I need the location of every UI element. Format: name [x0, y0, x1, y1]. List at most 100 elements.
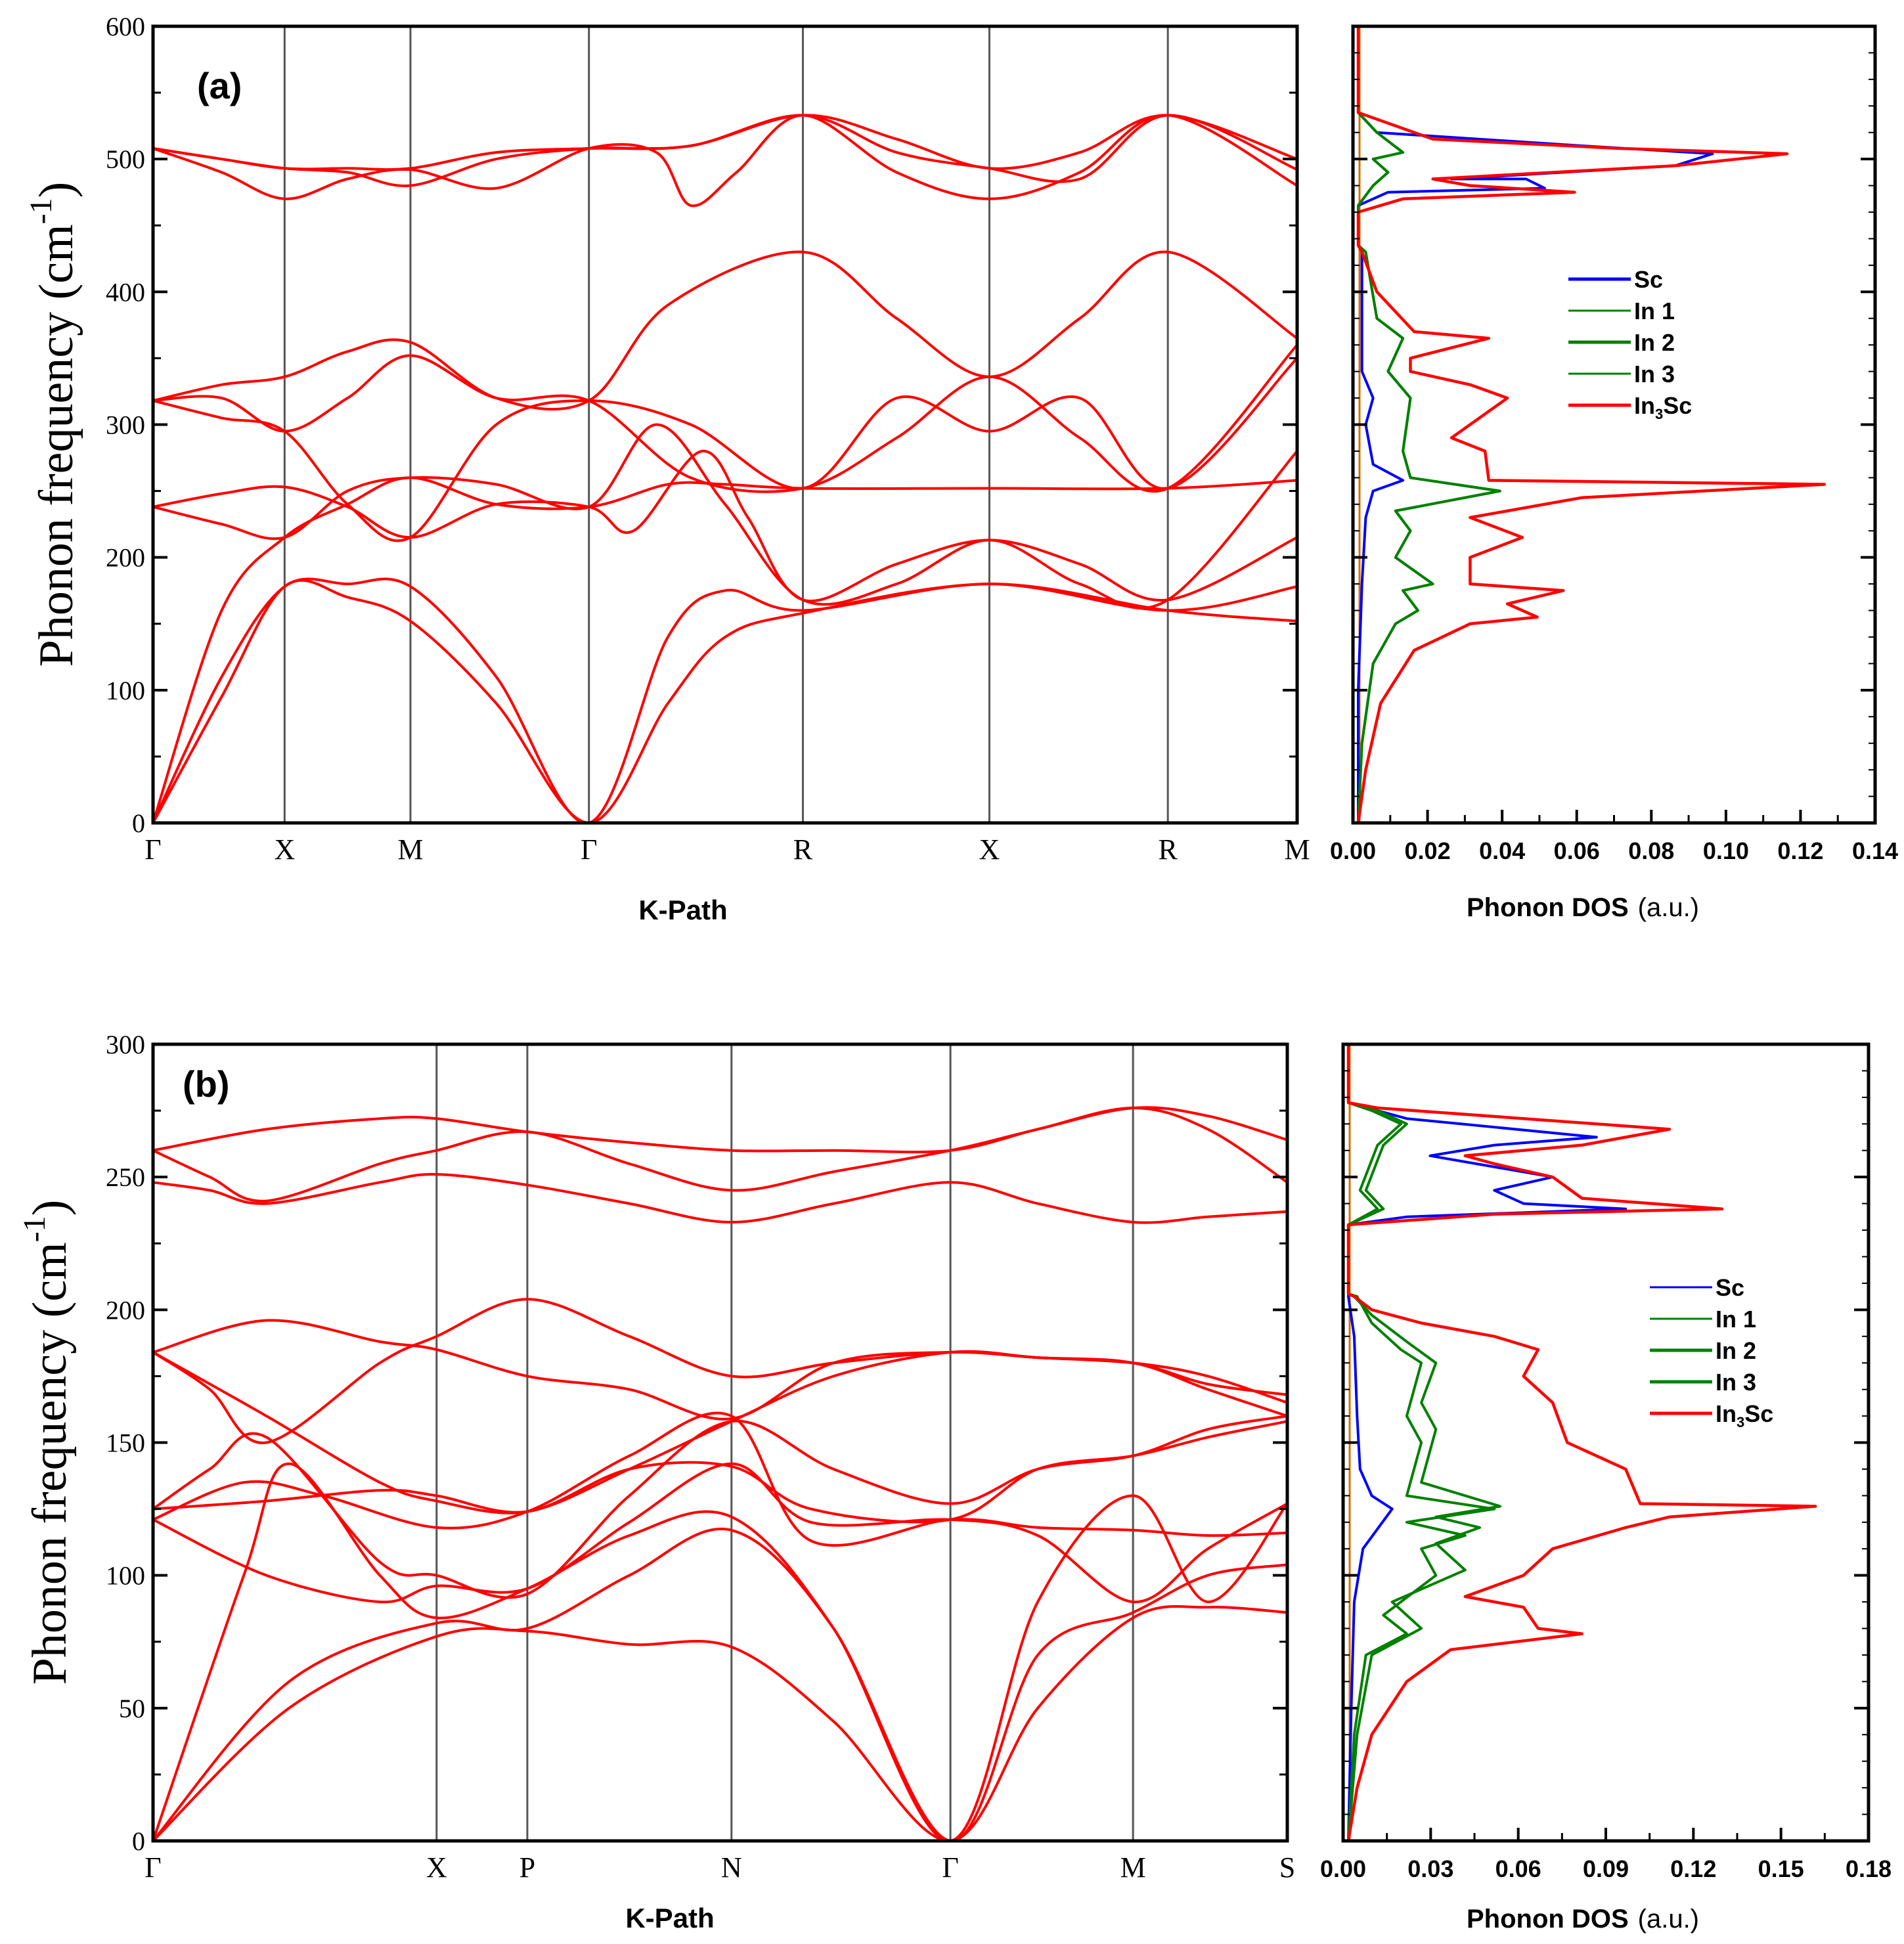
y-tick-label: 100: [106, 676, 145, 705]
k-label: X: [979, 833, 1000, 866]
legend-label: Sc: [1716, 1274, 1744, 1301]
x-tick-label: 0.00: [1320, 1855, 1366, 1882]
legend-label-tail: Sc: [1744, 1400, 1773, 1427]
panel-a-label: (a): [197, 65, 242, 106]
band-curve: [152, 1319, 1288, 1421]
band-curve: [152, 1415, 1288, 1599]
legend-label-text: In 2: [1716, 1337, 1756, 1364]
y-tick-label: 400: [106, 277, 145, 307]
k-label: P: [520, 1851, 535, 1884]
dos-curve-in-2: [1357, 112, 1501, 824]
y-tick-label: 0: [132, 1826, 145, 1856]
band-curve: [152, 250, 1298, 411]
x-tick-label: 0.18: [1846, 1855, 1892, 1882]
panel-b-band-structure: 0 50 100 150 200 250 300 Γ X P N Γ M S (b) K-Path Ph…: [17, 1030, 1295, 1933]
panel-b-kpoint-lines: [435, 1044, 1134, 1841]
k-label: X: [274, 833, 295, 866]
panel-a-y-axis-sup: -1: [24, 198, 58, 224]
x-tick-label: 0.02: [1405, 837, 1451, 864]
legend-label: In 3: [1716, 1369, 1756, 1396]
k-label: Γ: [581, 833, 597, 866]
k-label: X: [426, 1851, 447, 1884]
band-curve: [152, 577, 1298, 825]
panel-b-dos-x-axis-label: Phonon DOS (a.u.): [1467, 1905, 1699, 1933]
x-tick-label: 0.06: [1554, 837, 1600, 864]
k-label: R: [1158, 833, 1178, 866]
dos-curve-in3sc: [1356, 26, 1827, 824]
y-tick-label: 300: [106, 410, 145, 440]
legend-label: In 2: [1716, 1337, 1756, 1364]
k-label: M: [1284, 833, 1310, 866]
legend-label: In 2: [1634, 329, 1675, 356]
band-curve: [152, 114, 1298, 208]
y-tick-label: 200: [106, 1295, 145, 1325]
k-label: Γ: [144, 1851, 161, 1884]
legend-label: In 1: [1716, 1306, 1756, 1333]
band-curve: [152, 1462, 1289, 1843]
legend-label-text: In: [1634, 392, 1655, 419]
y-tick-label: 150: [106, 1428, 145, 1458]
x-tick-label: 0.12: [1670, 1855, 1716, 1882]
legend-label-text: Sc: [1716, 1274, 1744, 1301]
dos-curve-in-2: [1347, 1101, 1502, 1842]
panel-a-dos-ticks: 0.00 0.02 0.04 0.06 0.08 0.10 0.12 0.14: [1330, 26, 1898, 864]
dos-curve-in-1: [1347, 1101, 1496, 1842]
band-curve: [152, 423, 1298, 609]
band-curve: [152, 343, 1298, 493]
y-tick-label: 50: [119, 1694, 145, 1723]
band-curve: [152, 114, 1298, 171]
x-tick-label: 0.03: [1407, 1855, 1453, 1882]
legend-label-text: Sc: [1634, 266, 1663, 293]
panel-a-dos-x-axis-label: Phonon DOS (a.u.): [1467, 893, 1699, 922]
panel-a-y-axis-text: Phonon frequency (cm: [30, 224, 83, 667]
k-label: R: [793, 833, 813, 866]
legend-label: In 3: [1634, 361, 1675, 387]
k-label: N: [721, 1851, 742, 1884]
x-tick-label: 0.00: [1330, 837, 1376, 864]
panel-a-band-curves: [152, 114, 1298, 825]
x-tick-label: 0.08: [1628, 837, 1674, 864]
panel-a-y-axis-label: Phonon frequency (cm-1): [24, 182, 83, 667]
y-tick-label: 250: [106, 1162, 145, 1192]
legend-label-text: In 3: [1634, 361, 1675, 387]
legend-label: In3Sc: [1634, 392, 1692, 422]
k-label: M: [1120, 1851, 1146, 1884]
k-label: S: [1279, 1851, 1295, 1884]
panel-a-dos: 0.00 0.02 0.04 0.06 0.08 0.10 0.12 0.14 Sc In 1 I…: [1330, 24, 1898, 922]
band-curve: [152, 357, 1298, 542]
dos-curve-in3sc: [1346, 1044, 1817, 1842]
panel-b-y-axis-close: ): [23, 1200, 77, 1216]
k-label: M: [397, 833, 423, 866]
y-tick-label: 100: [106, 1561, 145, 1591]
band-curve: [152, 1106, 1288, 1154]
legend-label-text: In 2: [1634, 329, 1675, 356]
legend-label-text: In: [1716, 1400, 1737, 1427]
k-label: Γ: [144, 833, 161, 866]
panel-b-y-axis-sup: -1: [17, 1216, 52, 1242]
panel-b-y-axis-label: Phonon frequency (cm-1): [17, 1200, 77, 1685]
panel-a-dos-x-axis-text: Phonon DOS: [1467, 893, 1629, 922]
panel-b-y-axis-text: Phonon frequency (cm: [23, 1242, 77, 1685]
panel-a-y-axis-close: ): [30, 182, 83, 198]
panel-a-dos-x-axis-unit: (a.u.): [1638, 893, 1699, 922]
panel-b-dos-x-axis-text: Phonon DOS: [1467, 1905, 1629, 1933]
legend-label: Sc: [1634, 266, 1663, 293]
y-tick-label: 200: [106, 543, 145, 573]
legend-label-text: In 3: [1716, 1369, 1756, 1396]
panel-b-y-ticks: 0 50 100 150 200 250 300: [106, 1030, 1287, 1856]
panel-b-label: (b): [183, 1063, 230, 1105]
panel-b-dos-ticks: 0.00 0.03 0.06 0.09 0.12 0.15 0.18: [1320, 1044, 1892, 1882]
legend-label-sub: 3: [1737, 1414, 1744, 1430]
band-curve: [152, 1173, 1288, 1224]
legend-label-text: In 1: [1716, 1306, 1756, 1333]
legend-label-tail: Sc: [1663, 392, 1692, 419]
x-tick-label: 0.04: [1479, 837, 1525, 864]
y-tick-label: 0: [132, 808, 145, 838]
x-tick-label: 0.06: [1495, 1855, 1541, 1882]
